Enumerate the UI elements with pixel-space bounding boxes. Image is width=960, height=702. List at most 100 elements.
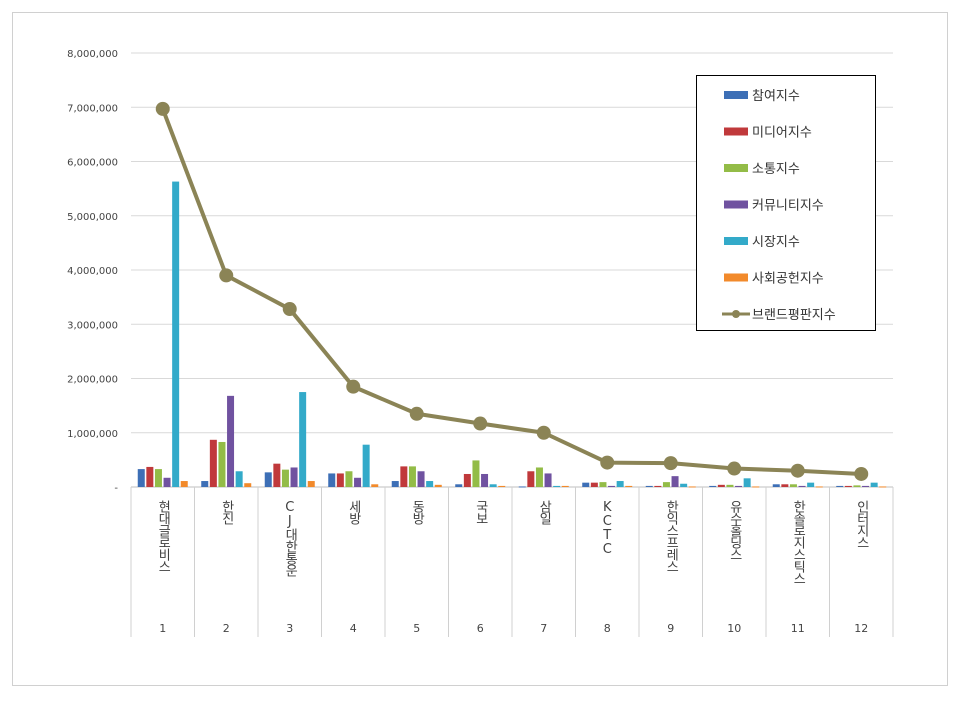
bar-1 [273,463,281,487]
bar-3 [544,473,552,487]
category-rank: 2 [223,622,230,635]
category-label: 유수홀딩스 [727,500,742,560]
bar-1 [781,484,789,487]
bar-5 [561,485,569,487]
category-rank: 3 [286,622,293,635]
y-tick-label: 6,000,000 [67,158,118,169]
bar-0 [201,481,209,487]
bar-1 [400,466,408,487]
brand-line-point [600,455,615,470]
bar-4 [299,392,307,487]
bar-1 [336,473,344,487]
brand-line-point [727,461,742,476]
category-label: 동방 [409,500,424,525]
y-tick-label: 7,000,000 [67,103,118,114]
bar-0 [582,482,590,487]
bar-1 [463,473,471,487]
brand-line [155,101,869,481]
category-rank: 12 [854,622,868,635]
brand-line-path [160,108,862,476]
bar-2 [726,484,734,487]
category-label: 인터지스 [854,500,869,548]
category-label: 한진 [219,500,234,525]
bars [137,181,887,488]
bar-2 [853,485,861,487]
category-rank: 4 [350,622,357,635]
bar-5 [498,485,506,487]
bar-0 [328,473,336,487]
bar-5 [371,484,379,487]
bar-0 [455,484,463,487]
bar-3 [862,485,870,487]
bar-0 [391,481,399,487]
bar-2 [599,482,607,487]
bar-1 [844,485,852,487]
bar-3 [481,473,489,487]
y-tick-label: 2,000,000 [67,375,118,386]
bar-1 [209,439,217,487]
bar-3 [608,485,616,487]
legend-swatch [724,164,748,172]
bar-2 [154,469,162,487]
category-label: 한솔로지스틱스 [790,500,805,584]
brand-line-point [473,416,488,431]
y-tick-label: 8,000,000 [67,49,118,60]
bar-0 [264,472,272,487]
legend-label: 시장지수 [752,235,800,250]
bar-5 [180,481,188,487]
brand-line-point [790,463,805,478]
bar-2 [662,482,670,487]
brand-line-point [409,406,424,421]
category-label: KCTC [600,500,615,556]
bar-4 [616,481,624,487]
category-rank: 10 [727,622,741,635]
bar-0 [772,484,780,487]
x-axis: 현대글로비스 1 한진 2 CJ대한통운 3 세방 4 동방 5 국보 6 삼일 7 KCTC 8 한익스프레스… [130,486,894,637]
legend-label: 커뮤니티지수 [752,199,824,214]
category-label: 삼일 [536,500,551,525]
bar-5 [307,481,315,487]
bar-4 [807,482,815,487]
bar-5 [688,486,696,488]
category-label: 세방 [346,500,361,525]
category-rank: 8 [604,622,611,635]
legend-swatch [724,273,748,282]
legend-label: 사회공헌지수 [752,272,824,287]
bar-3 [290,467,298,487]
y-tick-label: 4,000,000 [67,266,118,277]
category-rank: 11 [791,622,805,635]
bar-0 [518,486,526,488]
bar-2 [218,441,226,487]
bar-1 [146,466,154,487]
legend-swatch [724,237,748,245]
bar-4 [743,478,751,487]
bar-3 [227,395,235,487]
category-label: 한익스프레스 [663,500,678,572]
bar-5 [244,483,252,487]
brand-line-point [219,268,234,283]
category-rank: 9 [667,622,674,635]
bar-0 [137,469,145,487]
bar-4 [553,485,561,487]
legend-label: 미디어지수 [752,126,812,141]
bar-3 [671,476,679,487]
brand-line-point [346,379,361,394]
legend-label: 브랜드평판지수 [752,308,836,323]
bar-0 [645,485,653,487]
bar-1 [527,471,535,487]
category-rank: 6 [477,622,484,635]
legend-label: 소통지수 [752,162,800,177]
bar-2 [345,471,353,487]
legend-swatch [724,127,748,136]
category-rank: 1 [159,622,166,635]
bar-1 [590,482,598,487]
bar-4 [235,471,243,487]
bar-1 [717,484,725,487]
y-tick-label: 5,000,000 [67,212,118,223]
bar-2 [535,467,543,487]
y-tick-label: 1,000,000 [67,429,118,440]
category-label: CJ대한통운 [282,500,297,577]
